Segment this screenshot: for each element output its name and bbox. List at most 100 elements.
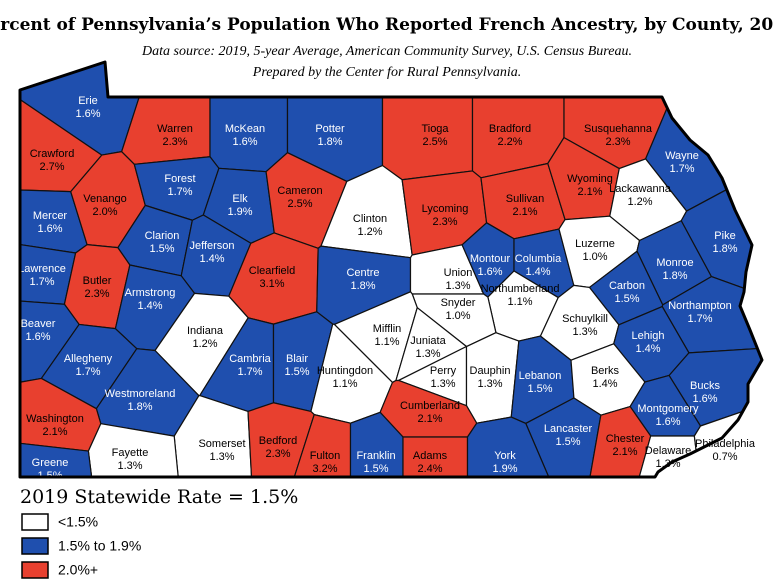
value-label: 1.6% xyxy=(37,223,62,235)
value-label: 2.1% xyxy=(577,186,602,198)
value-label: 1.5% xyxy=(527,383,552,395)
value-label: 2.0% xyxy=(92,206,117,218)
statewide-rate: 2019 Statewide Rate = 1.5% xyxy=(20,486,298,508)
value-label: 1.4% xyxy=(137,300,162,312)
value-label: 2.3% xyxy=(605,136,630,148)
value-label: 3.1% xyxy=(259,278,284,290)
value-label: 1.6% xyxy=(692,393,717,405)
county-name: Cambria xyxy=(229,353,271,365)
legend-label: 1.5% to 1.9% xyxy=(58,538,141,554)
county-name: Bucks xyxy=(690,380,720,392)
county-name: Union xyxy=(444,267,473,279)
value-label: 2.5% xyxy=(422,136,447,148)
county-name: Beaver xyxy=(21,318,56,330)
value-label: 1.5% xyxy=(363,463,388,475)
county-name: Carbon xyxy=(609,280,645,292)
value-label: 1.5% xyxy=(284,366,309,378)
county-name: Philadelphia xyxy=(695,438,756,450)
value-label: 1.3% xyxy=(430,378,455,390)
value-label: 1.3% xyxy=(209,451,234,463)
value-label: 1.9% xyxy=(227,206,252,218)
county-name: Huntingdon xyxy=(317,365,373,377)
value-label: 2.5% xyxy=(287,198,312,210)
county-name: Northumberland xyxy=(481,283,560,295)
value-label: 1.1% xyxy=(374,336,399,348)
county-name: Crawford xyxy=(30,148,75,160)
value-label: 1.0% xyxy=(582,251,607,263)
value-label: 1.6% xyxy=(655,416,680,428)
legend-label: <1.5% xyxy=(58,514,98,530)
value-label: 2.1% xyxy=(417,413,442,425)
value-label: 1.8% xyxy=(712,243,737,255)
value-label: 1.7% xyxy=(167,186,192,198)
county-name: Lebanon xyxy=(519,370,562,382)
county-name: Delaware xyxy=(645,445,691,457)
county-name: Columbia xyxy=(515,253,562,265)
county-name: Lycoming xyxy=(422,203,469,215)
value-label: 2.3% xyxy=(265,448,290,460)
value-label: 1.7% xyxy=(75,366,100,378)
county-name: Juniata xyxy=(410,335,446,347)
value-label: 1.7% xyxy=(687,313,712,325)
value-label: 1.8% xyxy=(350,280,375,292)
county-name: Indiana xyxy=(187,325,224,337)
value-label: 1.3% xyxy=(415,348,440,360)
county-name: Allegheny xyxy=(64,353,113,365)
value-label: 1.7% xyxy=(29,276,54,288)
value-label: 1.3% xyxy=(477,378,502,390)
subtitle: Prepared by the Center for Rural Pennsyl… xyxy=(252,65,521,80)
county-name: Elk xyxy=(232,193,248,205)
value-label: 2.1% xyxy=(512,206,537,218)
value-label: 2.2% xyxy=(497,136,522,148)
county-name: Centre xyxy=(346,267,379,279)
county-name: Clearfield xyxy=(249,265,295,277)
value-label: 1.6% xyxy=(232,136,257,148)
county-name: Dauphin xyxy=(470,365,511,377)
value-label: 1.3% xyxy=(572,326,597,338)
county-name: Cumberland xyxy=(400,400,460,412)
county-name: Clinton xyxy=(353,213,387,225)
county-name: Sullivan xyxy=(506,193,545,205)
county-name: Schuylkill xyxy=(562,313,608,325)
value-label: 2.3% xyxy=(84,288,109,300)
value-label: 1.5% xyxy=(149,243,174,255)
county-name: Snyder xyxy=(441,297,476,309)
county-name: Tioga xyxy=(421,123,449,135)
legend-swatch xyxy=(21,561,49,579)
value-label: 1.1% xyxy=(507,296,532,308)
county-name: Lawrence xyxy=(18,263,66,275)
title: Percent of Pennsylvania’s Population Who… xyxy=(0,15,774,35)
county-name: Luzerne xyxy=(575,238,615,250)
county-name: Clarion xyxy=(145,230,180,242)
county-name: Jefferson xyxy=(189,240,234,252)
county-name: Venango xyxy=(83,193,126,205)
value-label: 2.1% xyxy=(42,426,67,438)
value-label: 1.2% xyxy=(627,196,652,208)
subtitle: Data source: 2019, 5-year Average, Ameri… xyxy=(141,44,632,59)
legend-label: 2.0%+ xyxy=(58,562,98,578)
value-label: 1.7% xyxy=(669,163,694,175)
county-name: Cameron xyxy=(277,185,322,197)
value-label: 1.3% xyxy=(117,460,142,472)
value-label: 1.4% xyxy=(635,343,660,355)
county-name: Montour xyxy=(470,253,511,265)
county-name: Chester xyxy=(606,433,645,445)
value-label: 2.3% xyxy=(432,216,457,228)
county-name: Adams xyxy=(413,450,448,462)
value-label: 1.1% xyxy=(332,378,357,390)
county-name: Warren xyxy=(157,123,193,135)
county-name: Lancaster xyxy=(544,423,593,435)
value-label: 1.5% xyxy=(614,293,639,305)
value-label: 2.3% xyxy=(162,136,187,148)
county-name: Bedford xyxy=(259,435,298,447)
value-label: 2.7% xyxy=(39,161,64,173)
county-name: Berks xyxy=(591,365,620,377)
county-name: York xyxy=(494,450,516,462)
county-name: Montgomery xyxy=(637,403,699,415)
value-label: 1.4% xyxy=(525,266,550,278)
county-name: Washington xyxy=(26,413,84,425)
state-outline xyxy=(18,60,764,479)
value-label: 1.8% xyxy=(662,270,687,282)
value-label: 1.6% xyxy=(477,266,502,278)
county-name: Greene xyxy=(32,457,69,469)
